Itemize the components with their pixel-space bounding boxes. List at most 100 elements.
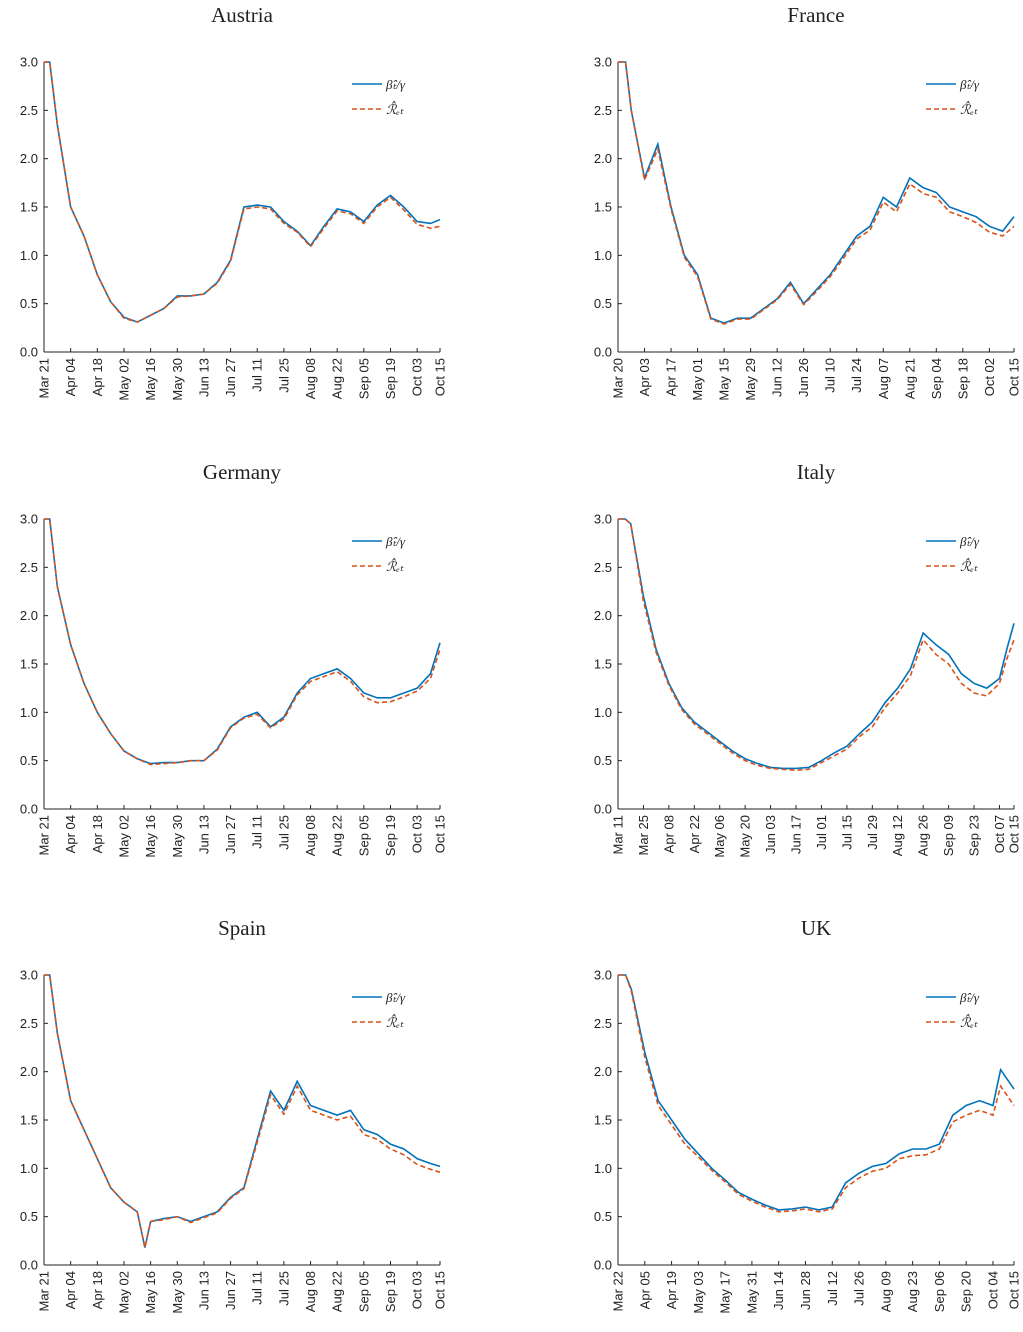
series-line xyxy=(44,518,441,765)
x-tick-label: Jul 12 xyxy=(825,1271,840,1306)
x-tick-label: Apr 18 xyxy=(90,815,105,853)
x-tick-label: Jul 26 xyxy=(852,1271,867,1306)
x-tick-label: Aug 09 xyxy=(878,1271,893,1312)
x-tick-label: May 06 xyxy=(712,815,727,858)
x-tick-label: Aug 22 xyxy=(330,815,345,856)
x-tick-label: Apr 04 xyxy=(63,815,78,853)
x-tick-label: Sep 06 xyxy=(932,1271,947,1312)
y-tick-label: 1.0 xyxy=(594,248,612,263)
x-tick-label: May 02 xyxy=(116,358,131,401)
y-tick-label: 2.5 xyxy=(20,1016,38,1031)
legend-label: ℛ̂ₑₜ xyxy=(386,1014,405,1030)
x-tick-label: May 03 xyxy=(691,1271,706,1314)
x-tick-label: May 16 xyxy=(143,815,158,858)
legend-label: β̂ₜ/γ xyxy=(385,77,406,92)
x-tick-label: May 30 xyxy=(170,358,185,401)
series-line xyxy=(618,61,1015,324)
x-tick-label: Oct 15 xyxy=(1007,1271,1022,1309)
y-tick-label: 1.0 xyxy=(20,705,38,720)
chart-title: UK xyxy=(801,916,831,940)
y-tick-label: 0.5 xyxy=(594,753,612,768)
x-tick-label: Apr 18 xyxy=(90,1271,105,1309)
x-tick-label: Jul 01 xyxy=(814,815,829,850)
x-tick-label: Oct 04 xyxy=(985,1271,1000,1309)
y-tick-label: 1.5 xyxy=(594,1113,612,1128)
x-tick-label: Aug 22 xyxy=(330,1271,345,1312)
panel: Spain 0.0 0.5 1.0 1.5 2.0 2.5 3.0 Mar 21 Apr 04 Ap… xyxy=(20,916,448,1314)
x-tick-label: Apr 05 xyxy=(637,1271,652,1309)
x-tick-label: May 02 xyxy=(116,815,131,858)
y-tick-label: 3.0 xyxy=(594,55,612,70)
x-tick-label: May 30 xyxy=(170,1271,185,1314)
y-tick-label: 0.0 xyxy=(20,345,38,360)
x-tick-label: Mar 11 xyxy=(611,815,626,855)
y-tick-label: 2.5 xyxy=(594,103,612,118)
x-tick-label: Sep 23 xyxy=(967,815,982,856)
x-tick-label: Oct 15 xyxy=(433,358,448,396)
series-line xyxy=(44,61,441,323)
y-tick-label: 1.5 xyxy=(594,200,612,215)
x-tick-label: Oct 15 xyxy=(1007,358,1022,396)
x-tick-label: Sep 09 xyxy=(941,815,956,856)
x-tick-label: Jul 24 xyxy=(849,358,864,393)
y-tick-label: 2.0 xyxy=(20,151,38,166)
y-tick-label: 0.0 xyxy=(594,345,612,360)
y-tick-label: 0.0 xyxy=(594,802,612,817)
x-tick-label: Aug 21 xyxy=(902,358,917,399)
x-tick-label: Oct 03 xyxy=(410,815,425,853)
y-tick-label: 3.0 xyxy=(20,55,38,70)
x-tick-label: Apr 18 xyxy=(90,358,105,396)
x-tick-label: Aug 26 xyxy=(916,815,931,856)
x-tick-label: Jun 12 xyxy=(770,358,785,397)
legend-label: β̂ₜ/γ xyxy=(959,534,980,549)
x-tick-label: Sep 05 xyxy=(356,358,371,399)
panel: UK 0.0 0.5 1.0 1.5 2.0 2.5 3.0 Mar 22 Apr 05 Apr 1… xyxy=(594,916,1022,1314)
y-tick-label: 3.0 xyxy=(594,968,612,983)
x-tick-label: Oct 15 xyxy=(433,815,448,853)
y-tick-label: 0.0 xyxy=(20,802,38,817)
y-tick-label: 0.0 xyxy=(594,1258,612,1273)
y-tick-label: 3.0 xyxy=(20,512,38,527)
y-tick-label: 3.0 xyxy=(20,968,38,983)
x-tick-label: May 16 xyxy=(143,1271,158,1314)
panel: Italy 0.0 0.5 1.0 1.5 2.0 2.5 3.0 Mar 11 Mar 25 Ap… xyxy=(594,460,1022,858)
x-tick-label: Jun 28 xyxy=(798,1271,813,1310)
x-tick-label: Apr 04 xyxy=(63,358,78,396)
x-tick-label: Mar 21 xyxy=(37,358,52,398)
y-tick-label: 3.0 xyxy=(594,512,612,527)
x-tick-label: Jul 11 xyxy=(250,358,265,392)
x-tick-label: Sep 18 xyxy=(955,358,970,399)
chart-title: France xyxy=(787,3,844,27)
x-tick-label: Jul 15 xyxy=(839,815,854,850)
x-tick-label: May 20 xyxy=(738,815,753,858)
legend-label: ℛ̂ₑₜ xyxy=(960,1014,979,1030)
y-tick-label: 2.5 xyxy=(594,1016,612,1031)
y-tick-label: 1.0 xyxy=(20,1161,38,1176)
series-line xyxy=(618,974,1015,1213)
y-tick-label: 2.5 xyxy=(20,560,38,575)
x-tick-label: Aug 23 xyxy=(905,1271,920,1312)
x-tick-label: Jul 25 xyxy=(276,1271,291,1306)
x-tick-label: Jun 13 xyxy=(196,358,211,397)
chart-title: Austria xyxy=(211,3,274,27)
series-line xyxy=(44,61,441,323)
x-tick-label: Jul 25 xyxy=(276,815,291,850)
x-tick-label: Jul 10 xyxy=(823,358,838,393)
legend-label: ℛ̂ₑₜ xyxy=(386,101,405,117)
legend-label: β̂ₜ/γ xyxy=(959,77,980,92)
x-tick-label: Aug 22 xyxy=(330,358,345,399)
x-tick-label: May 17 xyxy=(718,1271,733,1314)
legend-label: β̂ₜ/γ xyxy=(385,990,406,1005)
x-tick-label: Jun 13 xyxy=(196,815,211,854)
x-tick-label: Sep 04 xyxy=(929,358,944,399)
chart-title: Spain xyxy=(218,916,266,940)
x-tick-label: May 31 xyxy=(744,1271,759,1314)
y-tick-label: 1.0 xyxy=(20,248,38,263)
x-tick-label: Jun 14 xyxy=(771,1271,786,1310)
y-tick-label: 1.0 xyxy=(594,1161,612,1176)
x-tick-label: Apr 04 xyxy=(63,1271,78,1309)
x-tick-label: May 15 xyxy=(717,358,732,401)
x-tick-label: Jun 17 xyxy=(789,815,804,854)
y-tick-label: 0.5 xyxy=(594,296,612,311)
